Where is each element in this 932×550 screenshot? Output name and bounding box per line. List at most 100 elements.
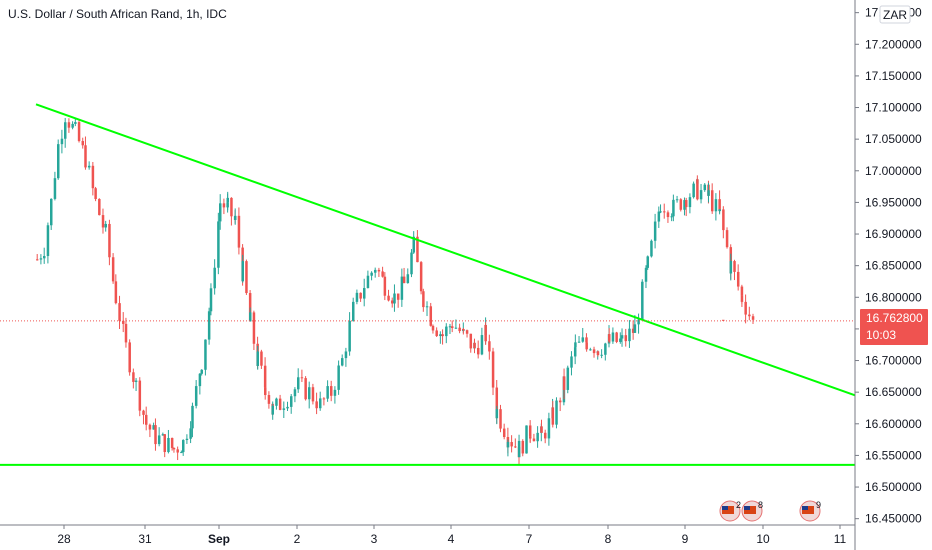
us-flag-icon[interactable] xyxy=(741,500,763,522)
event-flags[interactable]: 2 8 9 xyxy=(719,500,821,522)
candle-body xyxy=(161,434,165,436)
price-scale[interactable]: 16.450000 16.500000 16.550000 16.600000 16.6… xyxy=(855,6,922,526)
candle-body xyxy=(480,335,484,355)
candle-body xyxy=(412,236,415,253)
candle-body xyxy=(600,354,603,356)
candle-body xyxy=(517,440,521,458)
candle-body xyxy=(341,358,344,366)
price-tick-label: 16.950000 xyxy=(865,195,922,209)
event-count: 2 xyxy=(736,500,741,510)
candle-body xyxy=(252,312,256,344)
candle-body xyxy=(536,432,539,442)
candle-body xyxy=(451,326,454,329)
candle-body xyxy=(615,332,618,342)
candle-body xyxy=(751,316,755,320)
candle-body xyxy=(499,409,502,429)
candle-body xyxy=(683,200,686,210)
candle-body xyxy=(77,122,81,142)
candle-body xyxy=(454,327,458,329)
candle-body xyxy=(679,199,683,210)
candle-body xyxy=(381,271,384,277)
candle-body xyxy=(198,373,202,387)
candle-body xyxy=(209,288,213,312)
candle-body xyxy=(374,269,377,273)
us-flag-icon[interactable] xyxy=(719,500,741,522)
candle-body xyxy=(525,425,528,454)
candle-body xyxy=(241,261,244,282)
candle-body xyxy=(60,138,64,145)
price-tick-label: 17.150000 xyxy=(865,69,922,83)
candle-body xyxy=(249,312,252,322)
candle-body xyxy=(154,425,157,445)
candle-body xyxy=(562,376,566,390)
candle-body xyxy=(604,343,607,355)
us-flag-icon[interactable] xyxy=(799,500,821,522)
price-tick-label: 16.800000 xyxy=(865,290,922,304)
candle-body xyxy=(514,446,517,448)
time-tick-label: 31 xyxy=(138,532,152,546)
candle-body xyxy=(39,258,43,260)
candle-body xyxy=(529,436,532,439)
candle-body xyxy=(646,256,649,268)
candle-body xyxy=(264,387,267,396)
time-scale[interactable]: 28 31 Sep 2 3 4 7 8 9 10 11 xyxy=(57,525,847,546)
descending-trendline[interactable] xyxy=(35,103,856,397)
candle-body xyxy=(439,334,442,337)
candle-body xyxy=(502,428,506,438)
price-tick-label: 16.900000 xyxy=(865,227,922,241)
candle-body xyxy=(441,334,444,337)
candle-body xyxy=(293,389,297,397)
candle-body xyxy=(608,334,611,342)
price-tick-label: 17.000000 xyxy=(865,164,922,178)
candle-body xyxy=(204,339,207,370)
candle-body xyxy=(237,215,241,248)
candle-body xyxy=(226,197,229,203)
candle-body xyxy=(596,351,600,356)
candle-body xyxy=(219,203,222,222)
candle-body xyxy=(297,377,300,390)
candle-body xyxy=(182,440,185,453)
candle-body xyxy=(729,261,733,274)
candle-body xyxy=(118,303,121,321)
candle-body xyxy=(581,337,585,342)
candle-body xyxy=(300,377,304,379)
candle-body xyxy=(152,425,155,430)
candle-body xyxy=(469,333,473,349)
candle-body xyxy=(718,209,721,212)
time-tick-label: 11 xyxy=(834,532,847,546)
trendlines xyxy=(0,103,856,466)
candle-body xyxy=(707,190,710,196)
candle-body xyxy=(170,437,174,448)
candle-body xyxy=(180,452,183,454)
price-tick-label: 17.050000 xyxy=(865,132,922,146)
candle-body xyxy=(547,418,551,439)
candle-body xyxy=(383,276,387,296)
candle-body xyxy=(104,223,107,228)
candle-body xyxy=(148,424,152,430)
time-tick-label: 3 xyxy=(371,532,378,546)
candle-body xyxy=(551,407,555,425)
time-tick-label: 10 xyxy=(756,532,770,546)
candle-body xyxy=(157,435,161,445)
price-tick-label: 16.650000 xyxy=(865,385,922,399)
price-tick-label: 16.500000 xyxy=(865,480,922,494)
candle-body xyxy=(286,406,289,409)
candle-body xyxy=(429,306,433,326)
candle-body xyxy=(387,295,390,301)
candle-body xyxy=(592,349,596,354)
candle-body xyxy=(733,261,736,272)
time-tick-label: 7 xyxy=(526,532,533,546)
candle-body xyxy=(172,447,176,450)
candle-body xyxy=(577,341,581,343)
candle-body xyxy=(176,449,179,453)
candle-body xyxy=(311,387,315,402)
candle-body xyxy=(476,347,480,355)
candle-body xyxy=(319,398,322,409)
candle-body xyxy=(333,389,337,396)
candle-body xyxy=(111,257,115,282)
candle-body xyxy=(672,199,675,217)
candle-body xyxy=(36,259,39,261)
candle-body xyxy=(352,301,355,321)
candle-body xyxy=(163,434,166,453)
